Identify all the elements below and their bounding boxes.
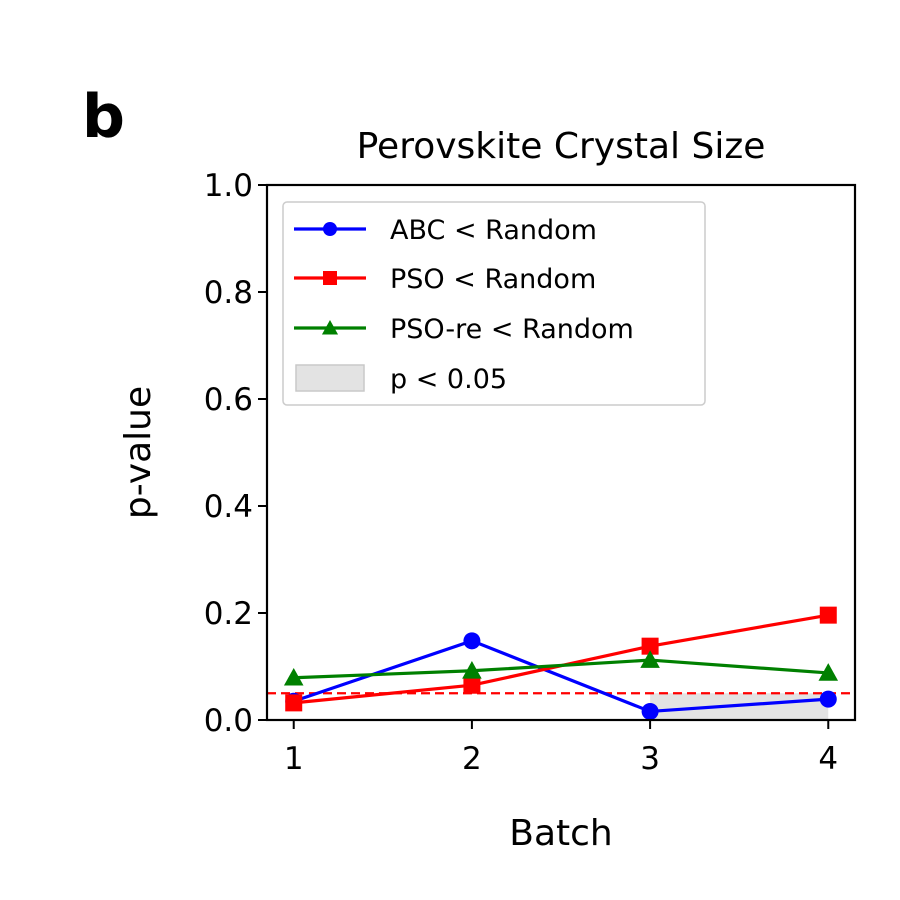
data-point: [463, 632, 481, 650]
y-tick-label: 0.4: [204, 489, 253, 525]
legend-entry: PSO < Random: [294, 264, 596, 295]
y-tick-label: 0.0: [204, 703, 253, 739]
panel-label: b: [82, 82, 125, 152]
data-point: [283, 667, 304, 686]
series-line: [293, 639, 829, 714]
y-axis-label: p-value: [118, 386, 159, 519]
legend-entry: PSO-re < Random: [294, 314, 634, 345]
axes: 0.0 0.2 0.4 0.6 0.8 1.0 1 2 3 4: [204, 168, 838, 777]
legend-label: p < 0.05: [390, 364, 507, 395]
legend-label: PSO-re < Random: [390, 314, 634, 345]
series-line: [293, 613, 829, 705]
plot-frame: [265, 183, 857, 722]
data-point: [285, 694, 303, 712]
y-tick-label: 0.8: [204, 275, 253, 311]
x-axis-label: Batch: [509, 813, 612, 854]
y-tick-label: 0.2: [204, 596, 253, 632]
x-tick-label: 4: [818, 741, 838, 777]
x-tick-label: 3: [640, 741, 660, 777]
data-point: [463, 676, 481, 694]
data-point: [818, 663, 839, 681]
series-3: [283, 650, 839, 686]
data-point: [640, 650, 660, 668]
data-point: [641, 637, 659, 655]
legend-marker: [323, 222, 337, 236]
legend-frame: [282, 201, 706, 406]
legend-marker: [321, 319, 339, 335]
legend-marker: [323, 271, 337, 285]
data-point: [641, 702, 659, 720]
data-point: [819, 690, 837, 708]
legend-label: ABC < Random: [390, 215, 597, 246]
data-point: [819, 606, 837, 624]
legend-entry: p < 0.05: [295, 364, 507, 395]
y-tick-label: 0.6: [204, 382, 253, 418]
legend: ABC < Random PSO < Random PSO-re < Random p…: [282, 201, 706, 406]
legend-entry: ABC < Random: [294, 215, 597, 246]
x-tick-label: 2: [462, 741, 482, 777]
data-point: [462, 661, 482, 679]
chart-title: Perovskite Crystal Size: [357, 126, 766, 167]
series-line: [293, 658, 829, 680]
plot-area: [267, 606, 855, 720]
legend-label: PSO < Random: [390, 264, 596, 295]
x-tick-label: 1: [284, 741, 304, 777]
legend-patch: [295, 364, 365, 392]
y-tick-label: 1.0: [204, 168, 253, 204]
